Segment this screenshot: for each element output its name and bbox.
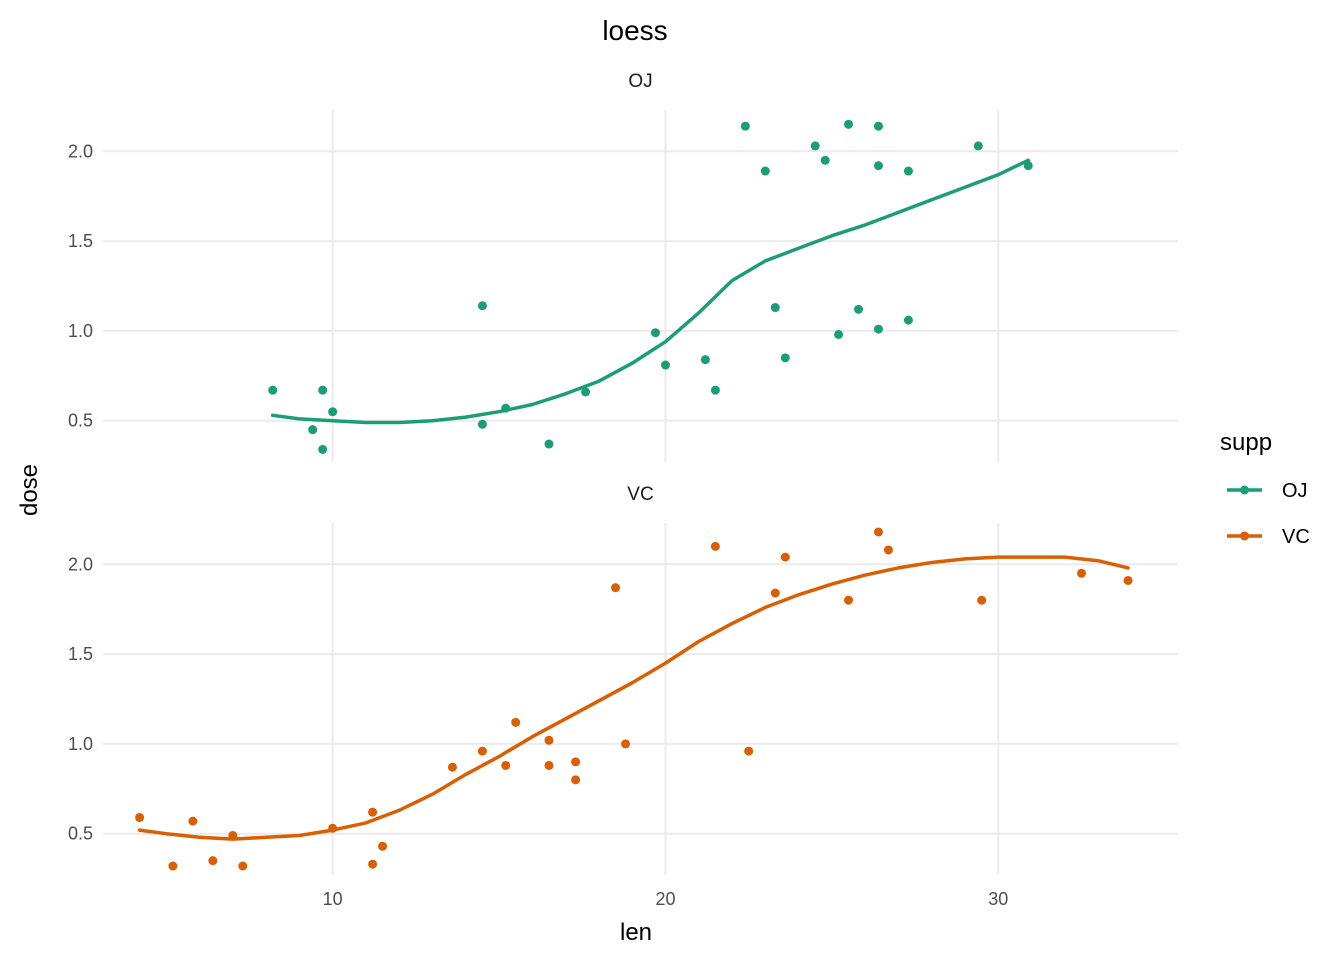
data-point-vc [188,816,198,826]
data-point-oj [581,387,591,397]
legend-label-vc: VC [1282,526,1310,548]
legend-title: supp [1220,429,1272,456]
data-point-oj [700,355,710,365]
data-point-oj [853,304,863,314]
legend-key-point [1240,531,1249,541]
data-point-oj [873,121,883,131]
facet-oj: OJ 0.5 1.0 1.5 2.0 [68,71,1178,462]
data-point-oj [740,121,750,131]
y-tick-label: 1.5 [68,644,93,664]
facet-vc: VC 0.5 1.0 1.5 2.0 10 20 30 [68,484,1178,909]
facet-panels: OJ 0.5 1.0 1.5 2.0 VC 0.5 1.0 1.5 2.0 10 20 30 [68,71,1178,909]
facet-label-oj: OJ [628,71,652,92]
data-point-vc [368,859,378,869]
data-point-oj [770,303,780,313]
data-point-vc [710,541,720,551]
data-point-oj [710,385,720,395]
data-point-vc [780,552,790,562]
data-point-vc [477,746,487,756]
data-point-oj [903,166,913,176]
data-point-vc [571,775,581,785]
data-point-vc [511,717,521,727]
data-point-oj [903,315,913,325]
legend-key-point [1240,485,1249,495]
data-point-vc [873,527,883,537]
facet-label-vc: VC [627,484,653,505]
data-point-vc [1076,568,1086,578]
data-point-vc [544,760,554,770]
data-point-oj [308,425,318,435]
data-point-oj [760,166,770,176]
x-tick-label: 20 [655,889,675,909]
data-point-vc [447,762,457,772]
data-point-oj [650,328,660,338]
data-point-oj [873,161,883,171]
data-point-oj [660,360,670,370]
data-point-oj [544,439,554,449]
legend-entry-oj: OJ [1227,480,1308,502]
data-point-vc [544,735,554,745]
data-point-oj [844,119,854,129]
data-point-vc [571,757,581,767]
legend-entry-vc: VC [1227,526,1310,548]
legend: supp OJ VC [1220,429,1310,548]
y-tick-label: 0.5 [68,824,93,844]
data-point-vc [368,807,378,817]
y-tick-label: 2.0 [68,141,93,161]
data-point-oj [318,444,328,454]
x-tick-label: 30 [988,889,1008,909]
data-point-oj [780,353,790,363]
y-tick-label: 1.5 [68,231,93,251]
data-point-oj [477,301,487,311]
y-axis-title: dose [16,464,43,516]
data-point-vc [977,595,987,605]
data-point-oj [810,141,820,151]
data-point-vc [621,739,631,749]
data-point-oj [834,329,844,339]
data-point-vc [611,583,621,593]
data-point-vc [501,760,511,770]
data-point-oj [268,385,278,395]
data-point-vc [208,856,218,866]
data-point-oj [820,155,830,165]
data-point-vc [328,823,338,833]
data-point-vc [238,861,248,871]
data-point-oj [973,141,983,151]
data-point-vc [378,841,388,851]
loess-line-oj [270,158,1030,425]
data-point-vc [135,813,145,823]
data-point-vc [744,746,754,756]
x-tick-label: 10 [323,889,343,909]
data-point-oj [318,385,328,395]
data-point-oj [328,407,338,417]
data-point-oj [873,324,883,334]
data-point-vc [770,588,780,598]
y-tick-label: 0.5 [68,411,93,431]
data-point-vc [883,545,893,555]
data-point-vc [844,595,854,605]
data-point-vc [168,861,178,871]
data-point-oj [501,403,511,413]
data-point-oj [1023,161,1033,171]
legend-label-oj: OJ [1282,480,1308,502]
loess-line-vc [137,555,1130,841]
chart-title: loess [602,15,667,46]
data-point-oj [477,419,487,429]
data-point-vc [1123,575,1133,585]
x-axis-title: len [620,919,652,946]
data-point-vc [228,830,238,840]
y-tick-label: 1.0 [68,321,93,341]
y-tick-label: 1.0 [68,734,93,754]
y-tick-label: 2.0 [68,554,93,574]
